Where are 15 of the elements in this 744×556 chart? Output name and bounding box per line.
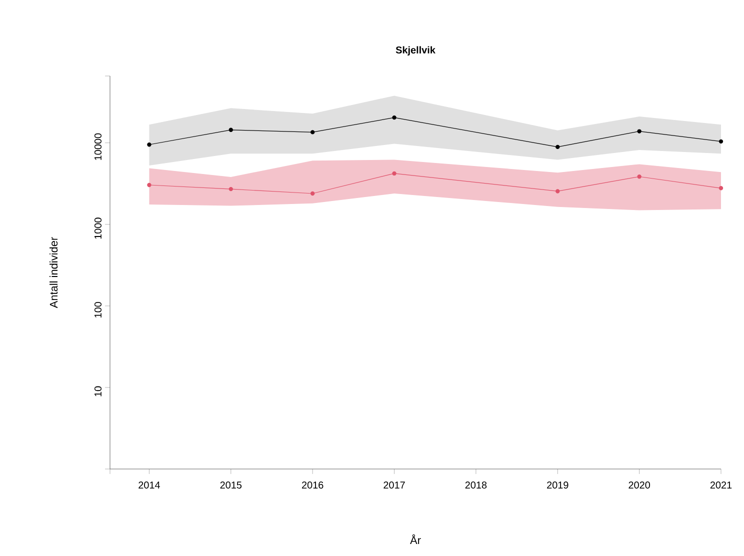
x-tick-label: 2014: [138, 482, 160, 489]
y-tick-label: 1000: [94, 218, 102, 239]
y-tick-label: 10: [94, 386, 102, 396]
chart-title: Skjellvik: [396, 46, 436, 56]
y-tick-label: 10000: [94, 133, 102, 160]
x-tick-label: 2016: [302, 482, 324, 489]
x-tick-label: 2018: [465, 482, 487, 489]
x-tick-label: 2017: [384, 482, 405, 489]
x-tick-label: 2021: [710, 482, 732, 489]
x-tick-label: 2020: [628, 482, 650, 489]
y-axis-title: Antall individer: [50, 237, 58, 308]
x-tick-label: 2015: [220, 482, 242, 489]
x-axis-title: År: [410, 534, 421, 544]
x-tick-label: 2019: [547, 482, 568, 489]
y-tick-label: 100: [94, 302, 102, 318]
